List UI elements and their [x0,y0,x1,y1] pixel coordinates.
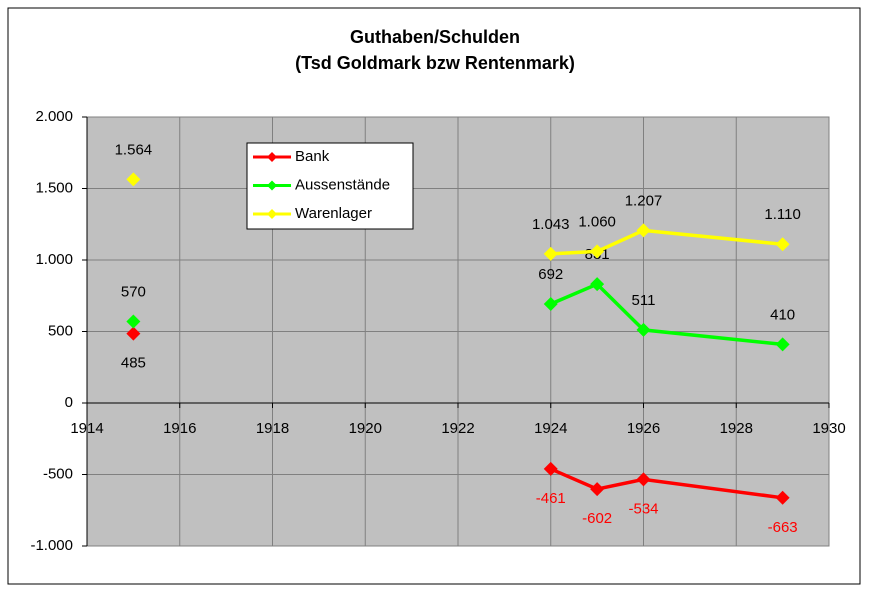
y-tick-label: 1.500 [35,179,73,196]
x-tick-label: 1924 [534,420,567,437]
series-line [550,228,783,256]
chart-subtitle: (Tsd Goldmark bzw Rentenmark) [295,53,575,73]
chart-title: Guthaben/Schulden [350,27,520,47]
x-tick-label: 1922 [441,420,474,437]
legend-label: Warenlager [295,205,372,222]
data-label: -602 [582,510,612,527]
data-point [775,237,790,252]
x-tick-label: 1920 [349,420,382,437]
x-tick-label: 1930 [812,420,845,437]
data-point [543,297,558,312]
data-label: 1.564 [115,141,153,158]
series-line [550,282,783,347]
data-point [636,223,651,238]
data-point [775,490,790,505]
data-label: 511 [632,292,656,309]
y-tick-label: 1.000 [35,251,73,268]
data-point [590,277,605,292]
data-label: 570 [121,283,146,300]
data-point [590,482,605,497]
data-label: 485 [121,355,146,372]
data-label: 1.060 [578,213,616,230]
data-point [126,172,141,187]
data-point [543,246,558,261]
series-line [550,467,783,500]
data-point [543,461,558,476]
data-label: -461 [536,490,566,507]
y-tick-label: -1.000 [30,537,73,554]
data-point [775,337,790,352]
data-label: 1.110 [764,206,800,223]
data-point [126,314,141,329]
x-tick-label: 1926 [627,420,660,437]
legend-label: Aussenstände [295,176,390,193]
x-tick-label: 1918 [256,420,289,437]
legend-label: Bank [295,148,330,165]
data-point [126,326,141,341]
legend-marker [267,152,277,162]
x-tick-label: 1916 [163,420,196,437]
data-label: 410 [770,306,795,323]
y-tick-label: 500 [48,322,73,339]
data-label: 692 [538,266,563,283]
y-tick-label: 0 [65,394,73,411]
data-point [636,472,651,487]
data-label: 1.207 [625,192,663,209]
data-point [590,244,605,259]
data-point [636,322,651,337]
y-tick-label: 2.000 [35,108,73,125]
legend-marker [267,209,277,219]
data-label: -534 [628,500,658,517]
data-label: -663 [768,519,798,536]
legend-marker [267,180,277,191]
x-tick-label: 1928 [720,420,753,437]
data-label: 1.043 [532,216,570,233]
y-tick-label: -500 [43,465,73,482]
